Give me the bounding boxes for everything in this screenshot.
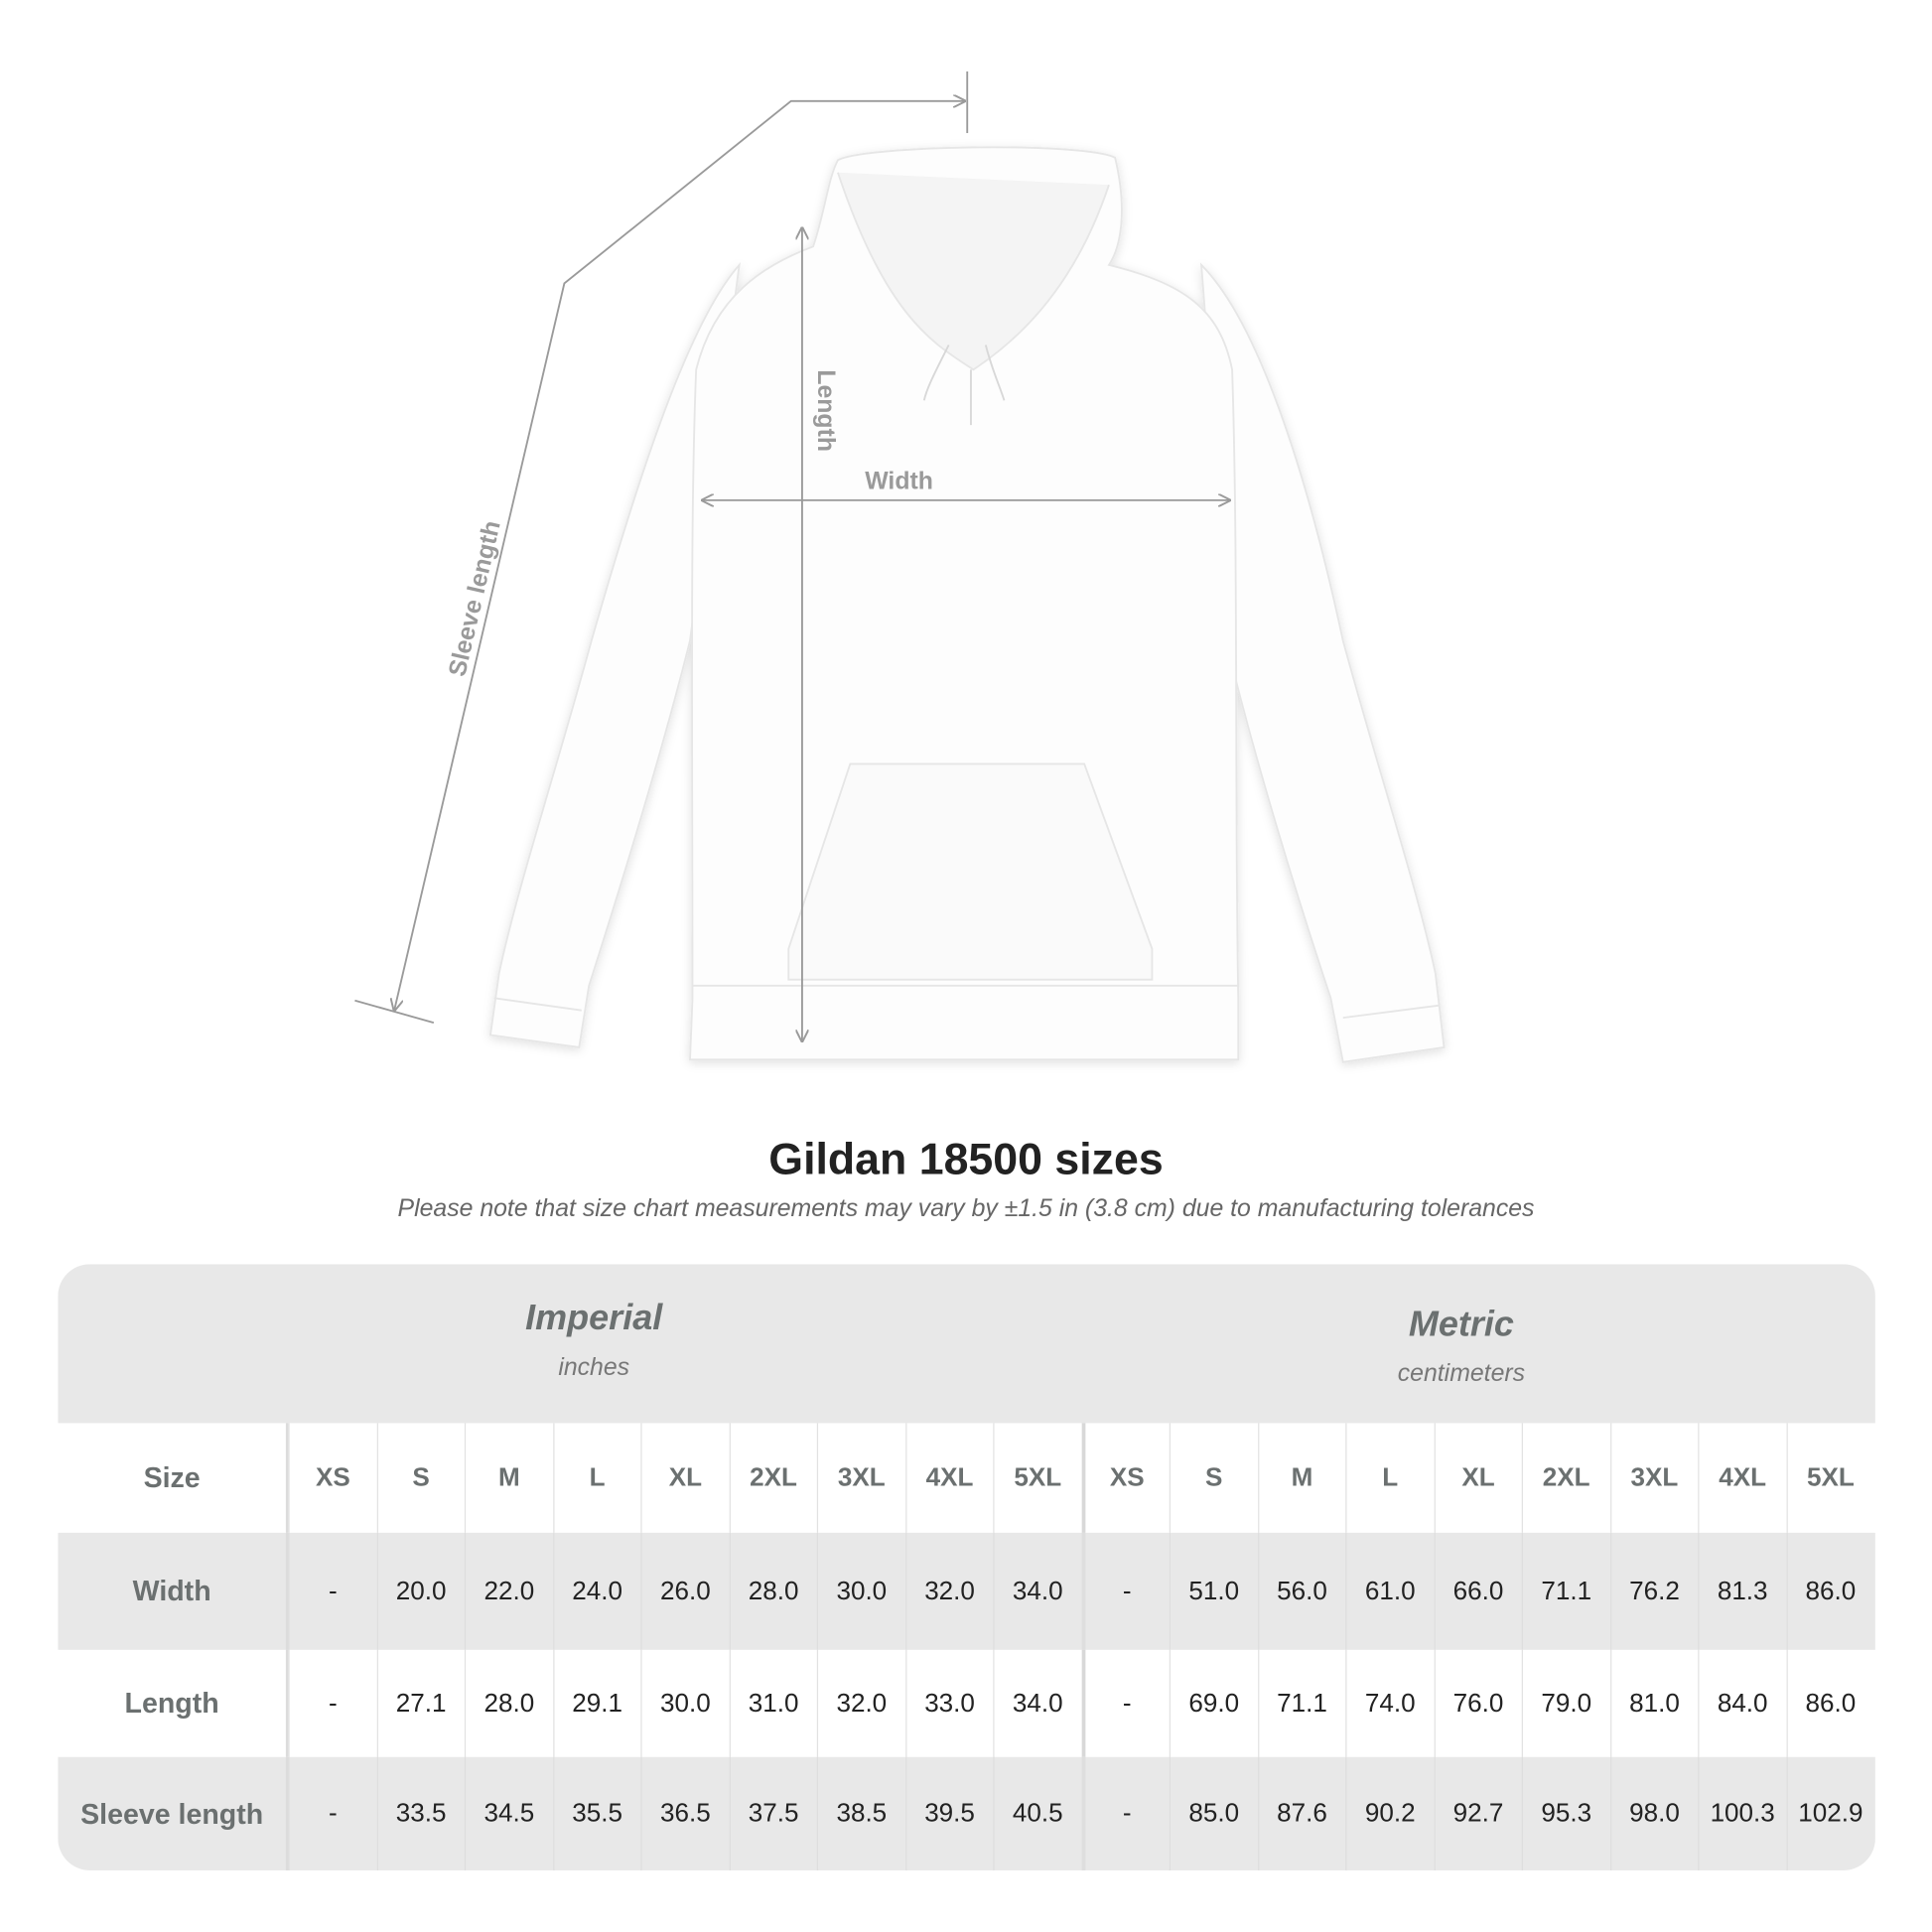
metric-value-cell: 79.0 [1521,1649,1610,1757]
metric-value-cell: 81.0 [1609,1649,1698,1757]
sleeve-length-label: Sleeve length [444,518,505,679]
imperial-value-cell: 34.0 [993,1532,1081,1650]
row-label: Length [58,1649,289,1757]
imperial-value-cell: 36.5 [640,1756,729,1870]
metric-size-xs: XS [1081,1423,1170,1533]
imperial-value-cell: 20.0 [376,1532,465,1650]
metric-unit: centimeters [1397,1360,1526,1388]
imperial-value-cell: 29.1 [552,1649,641,1757]
row-label: Width [58,1532,289,1650]
width-label: Width [865,469,933,495]
tolerance-note: Please note that size chart measurements… [397,1194,1535,1223]
metric-value-cell: 69.0 [1169,1649,1258,1757]
imperial-value-cell: 37.5 [729,1756,817,1870]
imperial-value-cell: 40.5 [993,1756,1081,1870]
imperial-value-cell: 30.0 [816,1532,905,1650]
imperial-value-cell: 32.0 [816,1649,905,1757]
metric-value-cell: 84.0 [1698,1649,1786,1757]
metric-size-l: L [1345,1423,1434,1533]
imperial-value-cell: 38.5 [816,1756,905,1870]
imperial-value-cell: 30.0 [640,1649,729,1757]
metric-value-cell: 61.0 [1345,1532,1434,1650]
metric-value-cell: 102.9 [1785,1756,1874,1870]
imperial-value-cell: 28.0 [464,1649,553,1757]
metric-value-cell: 56.0 [1257,1532,1346,1650]
metric-value-cell: 86.0 [1785,1532,1874,1650]
metric-value-cell: - [1081,1532,1170,1650]
metric-value-cell: 90.2 [1345,1756,1434,1870]
imperial-value-cell: 35.5 [552,1756,641,1870]
hoodie-image [488,146,1446,1063]
sleeve-bottom-tick [354,999,435,1024]
imperial-value-cell: 32.0 [904,1532,994,1650]
imperial-value-cell: 24.0 [552,1532,641,1650]
imperial-label: Imperial [525,1299,663,1338]
imperial-size-5xl: 5XL [993,1423,1081,1533]
metric-size-s: S [1169,1423,1258,1533]
length-label: Length [812,369,839,452]
metric-value-cell: 81.3 [1698,1532,1786,1650]
imperial-value-cell: 39.5 [904,1756,994,1870]
metric-value-cell: 74.0 [1345,1649,1434,1757]
imperial-size-m: M [464,1423,553,1533]
size-header-row: Size XS S M L XL 2XL 3XL 4XL 5XL XS S M L XL 2XL 3XL 4XL 5… [58,1423,1875,1533]
metric-size-xl: XL [1433,1423,1522,1533]
table-row-length: Length -27.1 28.0 29.1 30.0 31.0 32.0 33.0 34.0-… [58,1649,1875,1757]
page-title: Gildan 18500 sizes [768,1133,1164,1184]
row-label: Sleeve length [58,1756,289,1870]
metric-value-cell: 71.1 [1521,1532,1610,1650]
imperial-size-4xl: 4XL [904,1423,994,1533]
size-label: Size [58,1423,289,1533]
metric-size-2xl: 2XL [1521,1423,1610,1533]
imperial-value-cell: 22.0 [464,1532,553,1650]
measurement-lines [354,70,1229,1041]
table-header-band: Imperial inches Metric centimeters [58,1264,1875,1424]
metric-label: Metric [1408,1305,1514,1345]
metric-value-cell: 76.0 [1433,1649,1522,1757]
imperial-value-cell: 26.0 [640,1532,729,1650]
imperial-size-xs: XS [288,1423,376,1533]
imperial-unit: inches [558,1353,630,1382]
imperial-value-cell: 31.0 [729,1649,817,1757]
metric-value-cell: 71.1 [1257,1649,1346,1757]
metric-size-3xl: 3XL [1609,1423,1698,1533]
sleeve-length-line [394,101,965,1011]
imperial-value-cell: - [288,1649,376,1757]
imperial-size-xl: XL [640,1423,729,1533]
metric-size-5xl: 5XL [1785,1423,1874,1533]
metric-value-cell: 98.0 [1609,1756,1698,1870]
hoodie-diagram: Sleeve length Length Width [354,70,1446,1063]
metric-value-cell: 92.7 [1433,1756,1522,1870]
table-row-sleeve-length: Sleeve length -33.5 34.5 35.5 36.5 37.5 38.5 39… [58,1756,1875,1870]
metric-header: Metric centimeters [1092,1305,1832,1388]
imperial-value-cell: 34.0 [993,1649,1081,1757]
metric-value-cell: 76.2 [1609,1532,1698,1650]
imperial-size-2xl: 2XL [729,1423,817,1533]
metric-size-m: M [1257,1423,1346,1533]
imperial-value-cell: 33.0 [904,1649,994,1757]
metric-value-cell: - [1081,1756,1170,1870]
imperial-value-cell: 34.5 [464,1756,553,1870]
imperial-size-3xl: 3XL [816,1423,905,1533]
imperial-value-cell: 27.1 [376,1649,465,1757]
metric-value-cell: - [1081,1649,1170,1757]
metric-size-4xl: 4XL [1698,1423,1786,1533]
metric-value-cell: 87.6 [1257,1756,1346,1870]
metric-value-cell: 66.0 [1433,1532,1522,1650]
imperial-value-cell: - [288,1756,376,1870]
imperial-header: Imperial inches [224,1299,964,1382]
imperial-value-cell: - [288,1532,376,1650]
metric-value-cell: 86.0 [1785,1649,1874,1757]
imperial-value-cell: 33.5 [376,1756,465,1870]
metric-value-cell: 95.3 [1521,1756,1610,1870]
imperial-size-l: L [552,1423,641,1533]
table-row-width: Width -20.0 22.0 24.0 26.0 28.0 30.0 32.0 34.0-5… [58,1532,1875,1650]
imperial-value-cell: 28.0 [729,1532,817,1650]
metric-value-cell: 100.3 [1698,1756,1786,1870]
imperial-size-s: S [376,1423,465,1533]
size-table: Imperial inches Metric centimeters Size X… [58,1264,1875,1870]
metric-value-cell: 85.0 [1169,1756,1258,1870]
metric-value-cell: 51.0 [1169,1532,1258,1650]
